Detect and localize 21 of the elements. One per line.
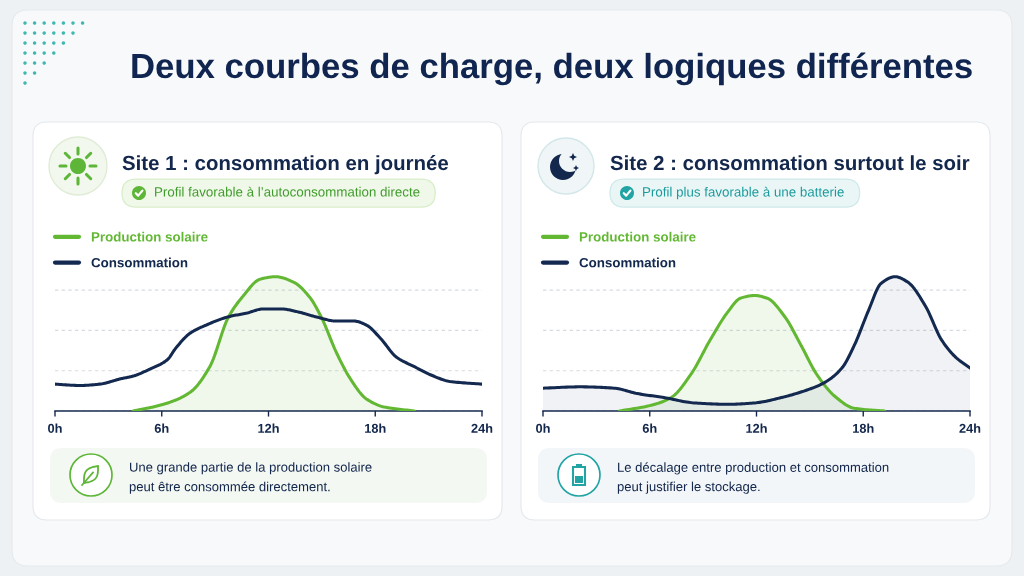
legend-label: Production solaire bbox=[579, 231, 696, 242]
x-tick-label: 24h bbox=[471, 423, 493, 433]
x-tick-label: 18h bbox=[853, 423, 874, 433]
x-tick-label: 12h bbox=[258, 423, 279, 433]
text: Le décalage entre production et consommation peut justifier le stockage. bbox=[617, 462, 889, 494]
x-tick-label: 6h bbox=[154, 423, 169, 433]
legend-label: Consommation bbox=[91, 257, 188, 268]
text: Deux courbes de charge, deux logiques différentes bbox=[132, 52, 972, 86]
chart-subtitle: Profil favorable à l’autoconsommation directe bbox=[155, 186, 420, 197]
chart-title: Site 2 : consommation surtout le soir bbox=[610, 155, 970, 171]
legend-label: Production solaire bbox=[91, 231, 208, 242]
x-tick-label: 12h bbox=[746, 423, 767, 433]
legend-label: Consommation bbox=[579, 257, 676, 268]
x-tick-label: 24h bbox=[959, 423, 981, 433]
x-tick-label: 6h bbox=[642, 423, 657, 433]
chart-title: Site 1 : consommation en journée bbox=[122, 155, 449, 175]
x-tick-label: 0h bbox=[48, 423, 62, 433]
x-tick-label: 18h bbox=[365, 423, 386, 433]
chart-subtitle: Profil plus favorable à une batterie bbox=[643, 186, 844, 200]
x-tick-label: 0h bbox=[536, 423, 550, 433]
text: Une grande partie de la production solaire peut être consommée directement. bbox=[129, 462, 372, 494]
